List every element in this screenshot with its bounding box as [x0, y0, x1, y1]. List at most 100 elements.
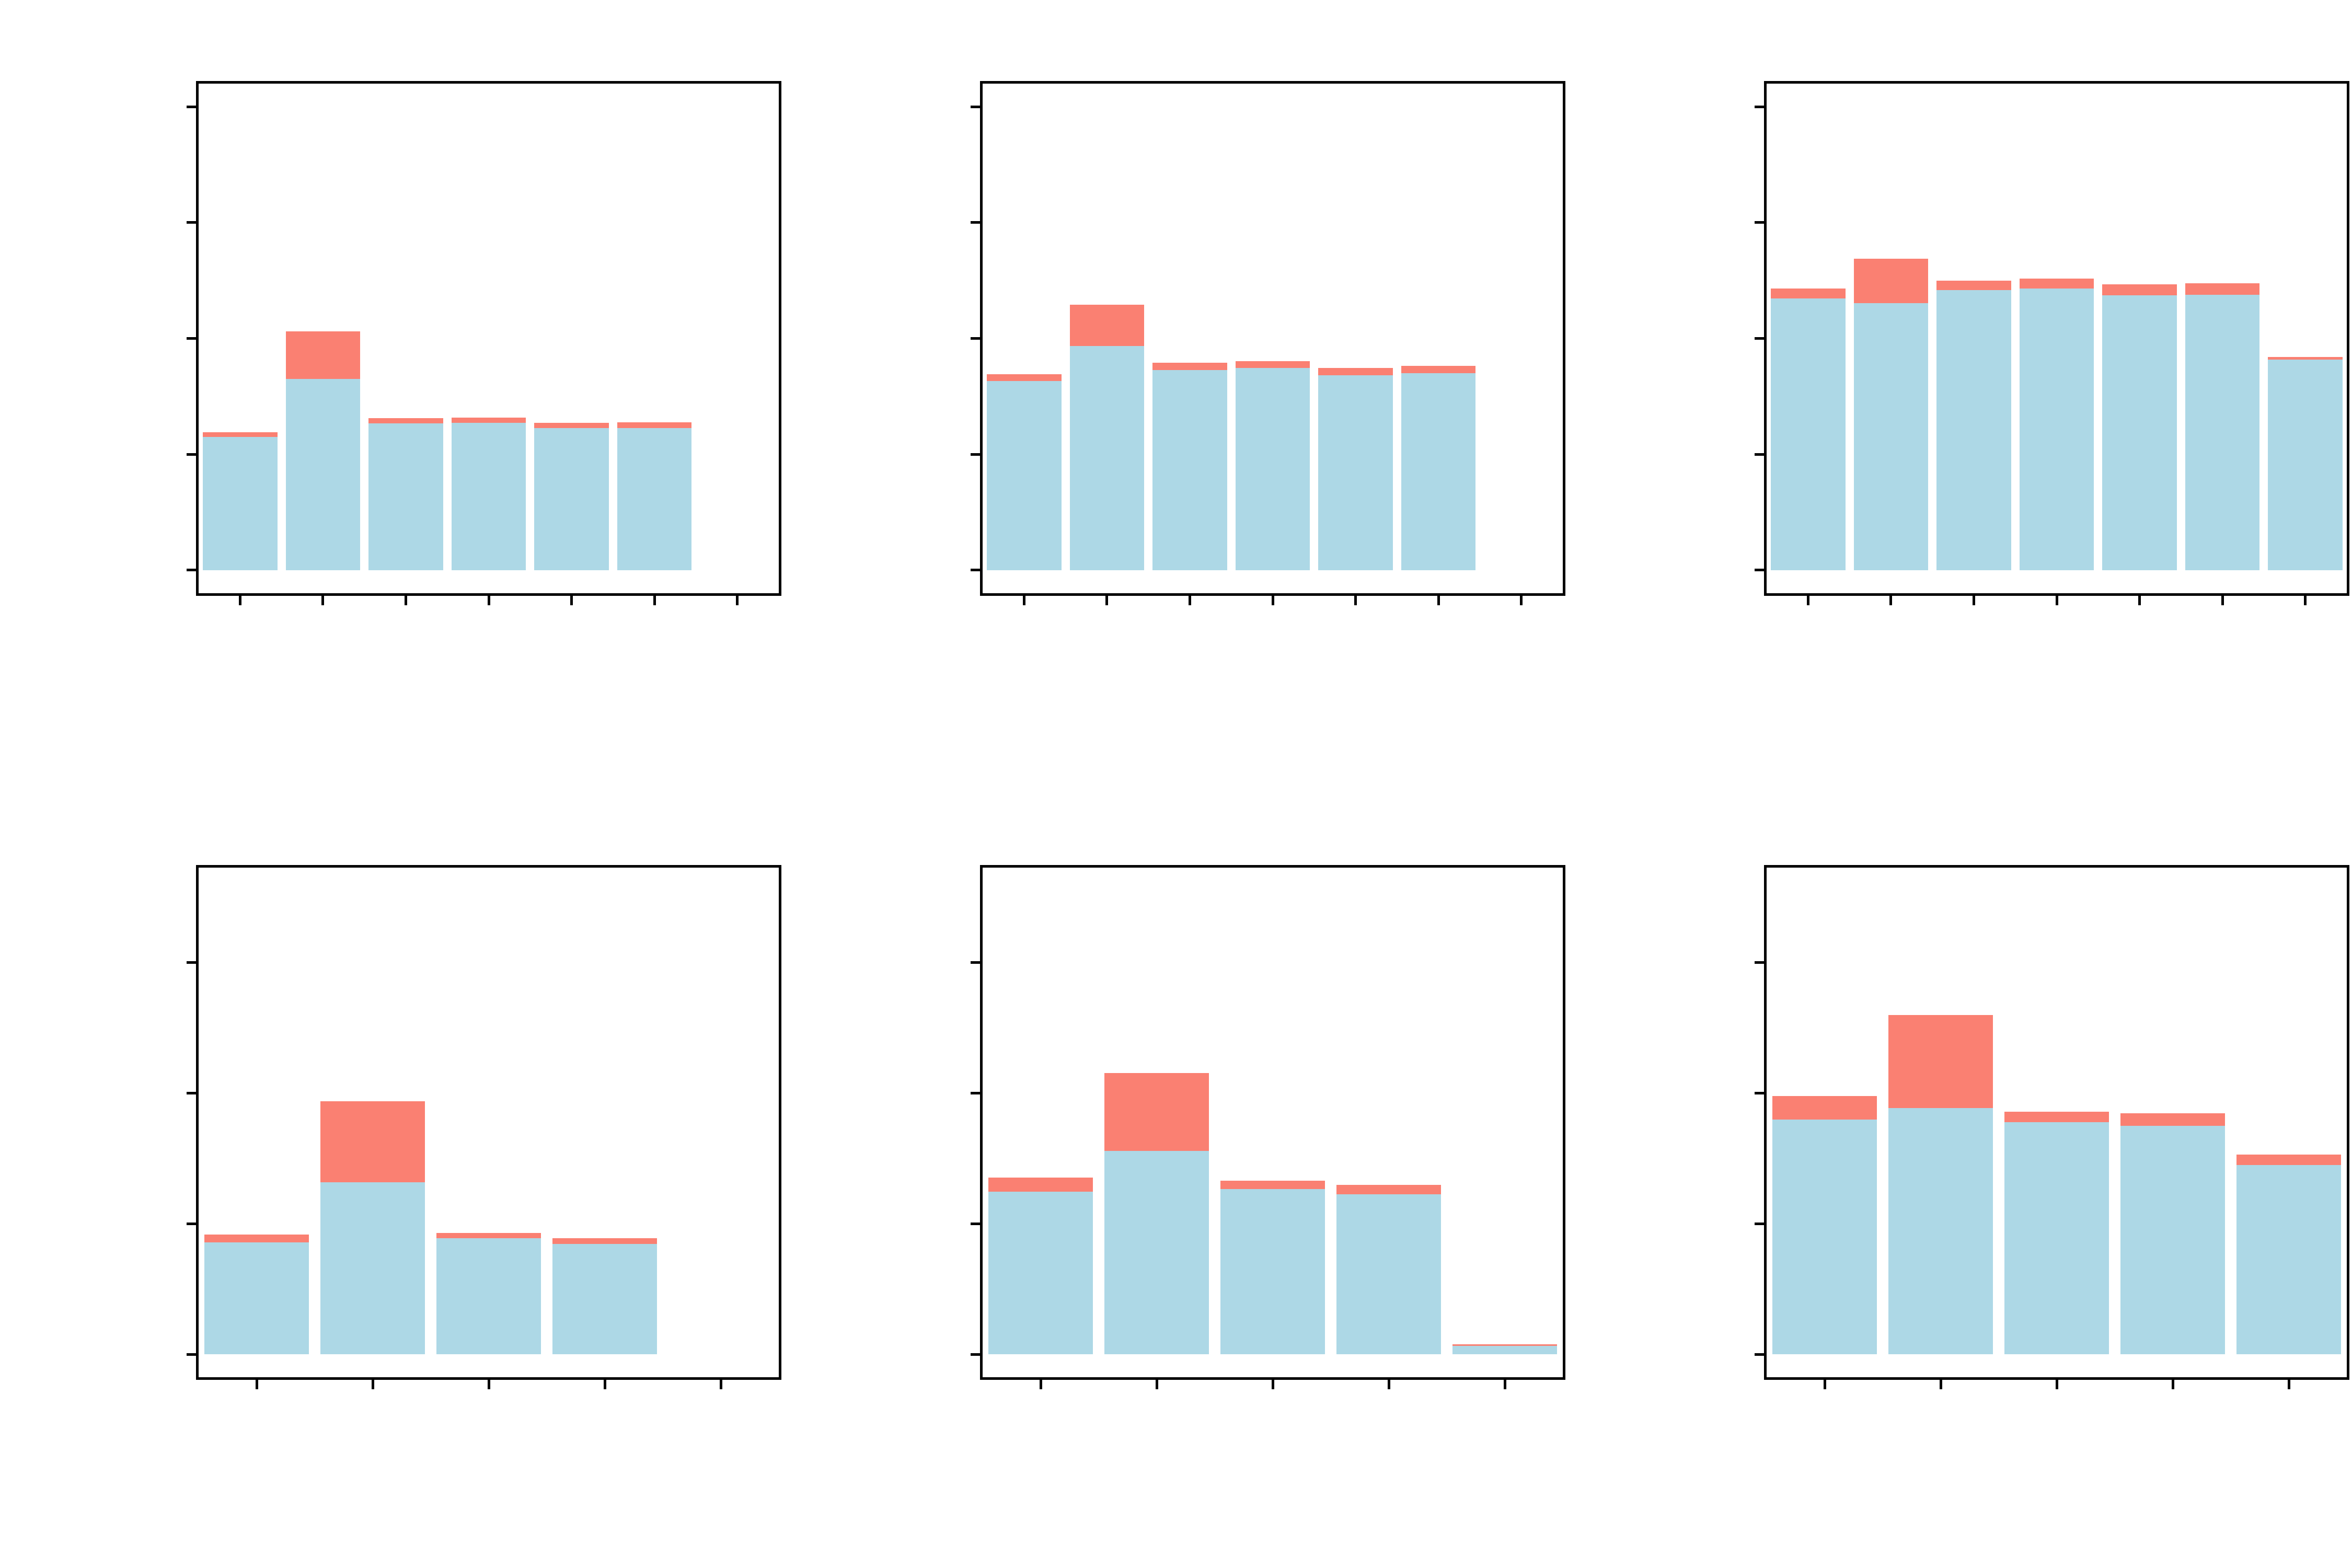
bar-segment-blue	[1772, 1119, 1877, 1355]
y-axis-tick	[971, 569, 980, 572]
bar-segment-blue	[2268, 359, 2343, 570]
y-tick-label	[55, 1205, 180, 1242]
bar-segment-blue	[534, 428, 609, 570]
y-tick-label	[839, 1336, 964, 1373]
plot-border	[1764, 81, 2349, 596]
y-tick-label	[55, 552, 180, 589]
bar-segment-blue	[988, 1191, 1093, 1355]
chart-panel-c	[1568, 0, 2352, 784]
bar-segment-red	[1888, 1014, 1993, 1108]
bar-value-label	[642, 1307, 799, 1344]
bar-segment-blue	[2004, 1122, 2109, 1355]
bar-segment-red	[1152, 363, 1227, 370]
bar-segment-red	[320, 1101, 425, 1182]
bar-segment-red	[2004, 1111, 2109, 1123]
y-axis-tick	[971, 1222, 980, 1225]
bar-segment-red	[552, 1238, 657, 1244]
y-axis-tick	[187, 221, 196, 224]
bar-segment-blue	[986, 381, 1062, 570]
plot-border	[980, 865, 1565, 1380]
y-tick-label	[839, 88, 964, 125]
bar-segment-red	[1401, 365, 1476, 373]
x-axis-tick	[1437, 596, 1440, 605]
y-axis-tick	[1755, 105, 1764, 108]
y-axis-tick	[1755, 453, 1764, 456]
x-axis-tick	[1972, 596, 1975, 605]
y-axis-tick	[971, 1092, 980, 1095]
bar-segment-blue	[2120, 1126, 2225, 1355]
bar-segment-blue	[202, 437, 278, 570]
x-category-label	[2038, 1397, 2075, 1568]
y-axis-tick	[1755, 337, 1764, 340]
bar-segment-red	[2120, 1113, 2225, 1126]
y-tick-label	[55, 1336, 180, 1373]
bar-value-label	[1746, 1049, 1903, 1086]
x-category-label	[238, 1397, 275, 1568]
bar-segment-blue	[2102, 295, 2177, 570]
y-tick-label	[1623, 1205, 1748, 1242]
y-axis-tick	[187, 1222, 196, 1225]
bar-segment-blue	[1770, 298, 1846, 570]
x-axis-tick	[1271, 596, 1274, 605]
bar-segment-red	[1772, 1096, 1877, 1120]
bar-segment-blue	[2185, 295, 2260, 570]
y-axis-tick	[971, 1353, 980, 1356]
bar-segment-red	[617, 422, 692, 428]
chart-panel-e	[784, 784, 1568, 1568]
bar-segment-red	[988, 1178, 1093, 1192]
y-axis-tick	[971, 105, 980, 108]
bar-segment-blue	[1936, 290, 2011, 570]
bar-segment-blue	[285, 379, 361, 570]
bar-segment-red	[1853, 258, 1929, 303]
bar-segment-blue	[552, 1243, 657, 1355]
bar-value-label	[2144, 218, 2301, 255]
bar-segment-red	[1069, 305, 1145, 347]
x-category-label	[1254, 1397, 1291, 1568]
x-axis-tick	[1387, 1380, 1390, 1389]
x-category-label	[1486, 1397, 1523, 1568]
bar-value-label	[526, 1191, 683, 1228]
x-axis-tick	[2171, 1380, 2174, 1389]
x-axis-tick	[1503, 1380, 1506, 1389]
bar-value-label	[294, 1054, 451, 1091]
bar-segment-blue	[1318, 375, 1393, 570]
x-axis-tick	[1039, 1380, 1042, 1389]
y-tick-label	[1623, 320, 1748, 357]
bar-segment-red	[368, 418, 443, 423]
x-axis-tick	[2221, 596, 2224, 605]
x-axis-tick	[1889, 596, 1893, 605]
y-tick-label	[1623, 436, 1748, 472]
x-axis-tick	[2055, 596, 2058, 605]
y-axis-tick	[1755, 569, 1764, 572]
x-axis-tick	[1155, 1380, 1158, 1389]
bar-segment-red	[436, 1233, 541, 1239]
bar-segment-red	[285, 331, 361, 379]
y-axis-tick	[971, 961, 980, 964]
y-tick-label	[55, 320, 180, 357]
y-axis-tick	[187, 453, 196, 456]
y-tick-label	[55, 436, 180, 472]
chart-panel-d	[0, 784, 784, 1568]
bar-segment-red	[2268, 356, 2343, 360]
x-axis-tick	[238, 596, 241, 605]
bar-value-label	[2094, 1066, 2251, 1103]
y-axis-tick	[187, 1353, 196, 1356]
bar-value-label	[1862, 968, 2019, 1005]
bar-value-label	[1029, 239, 1185, 276]
bar-segment-blue	[1853, 303, 1929, 570]
y-tick-label	[55, 88, 180, 125]
x-axis-tick	[1939, 1380, 1942, 1389]
chart-panel-a	[0, 0, 784, 784]
x-category-label	[1922, 1397, 1959, 1568]
bar-segment-blue	[368, 423, 443, 570]
bar-value-label	[2210, 1108, 2352, 1144]
y-axis-tick	[1755, 1353, 1764, 1356]
bar-segment-blue	[436, 1238, 541, 1355]
x-axis-tick	[321, 596, 325, 605]
y-axis-tick	[187, 569, 196, 572]
x-axis-tick	[736, 596, 739, 605]
y-axis-tick	[187, 961, 196, 964]
plot-border	[980, 81, 1565, 596]
x-axis-tick	[1271, 1380, 1274, 1389]
